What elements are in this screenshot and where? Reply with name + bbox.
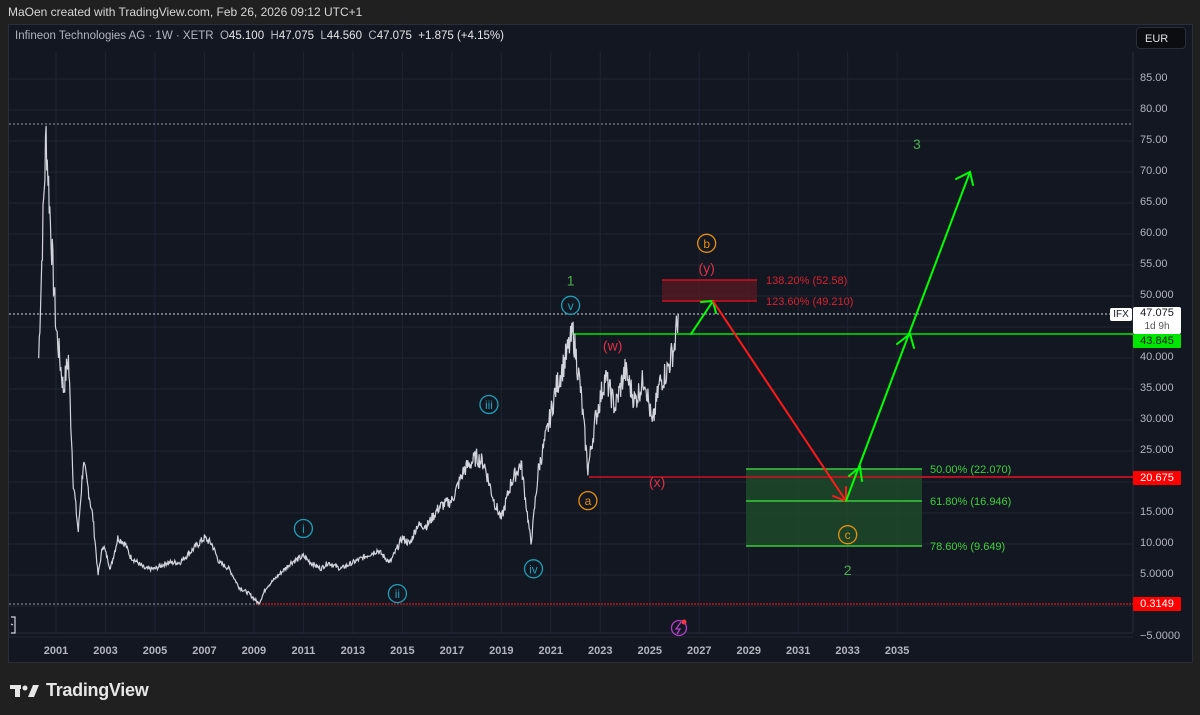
svg-text:v: v [568,299,574,313]
price-axis-tick: 55.00 [1140,258,1168,270]
wave-label-b[interactable]: b [697,233,717,253]
symbol-name: Infineon Technologies AG · 1W · XETR [15,30,214,42]
red-level-tag: 20.675 [1133,471,1181,485]
close-value: 47.075 [376,30,412,42]
chart-credit: MaOen created with TradingView.com, Feb … [8,5,363,19]
scroll-to-start-icon[interactable] [10,616,16,634]
price-axis-tick: 25.000 [1140,444,1174,456]
svg-text:iii: iii [485,398,493,412]
bar-countdown: 1d 9h [1144,321,1170,332]
time-axis-tick: 2029 [736,645,761,657]
wave-label-ii[interactable]: ii [387,583,408,604]
svg-text:i: i [302,522,305,536]
wave-label-a[interactable]: a [578,490,598,511]
time-axis-tick: 2003 [93,645,118,657]
svg-text:123.60% (49.210): 123.60% (49.210) [766,296,853,308]
time-axis-tick: 2031 [785,645,811,657]
time-axis-tick: 2017 [439,645,465,657]
wave-label-w[interactable]: (w) [603,338,622,354]
svg-text:138.20% (52.58): 138.20% (52.58) [766,275,847,287]
wave-label-iv[interactable]: iv [523,559,544,579]
low-level-tag: 0.3149 [1133,597,1181,611]
currency-button[interactable]: EUR [1136,27,1186,49]
price-axis-tick: 40.000 [1140,351,1174,363]
svg-text:iv: iv [529,562,538,576]
current-price-tag: 47.075 1d 9h [1133,307,1181,334]
svg-text:b: b [703,237,710,251]
svg-text:50.00% (22.070): 50.00% (22.070) [930,464,1011,476]
red-fib-zone: 138.20% (52.58) 123.60% (49.210) [662,275,853,308]
wave-label-y[interactable]: (y) [698,260,714,276]
high-value: 47.075 [278,30,314,42]
price-axis-tick: 30.000 [1140,413,1174,425]
symbol-legend: Infineon Technologies AG · 1W · XETR O45… [15,30,504,42]
time-axis-tick: 2001 [43,645,69,657]
tradingview-logo[interactable]: TradingView [10,680,149,701]
svg-text:78.60% (9.649): 78.60% (9.649) [930,541,1005,553]
projection-arrows [690,170,974,503]
wave-label-i[interactable]: i [293,518,314,539]
svg-text:2: 2 [844,562,852,578]
svg-text:3: 3 [913,136,921,152]
svg-text:(w): (w) [603,338,622,354]
time-axis-tick: 2007 [192,645,217,657]
time-axis-tick: 2033 [835,645,860,657]
time-axis-tick: 2009 [241,645,267,657]
price-axis-tick: 10.000 [1140,537,1174,549]
wave-label-c[interactable]: c [838,525,858,545]
price-axis-tick: 70.00 [1140,165,1168,177]
ticker-label: IFX [1110,308,1132,321]
alert-bolt-icon[interactable] [670,619,688,637]
svg-text:61.80% (16.946): 61.80% (16.946) [930,496,1011,508]
time-axis-tick: 2005 [142,645,168,657]
price-axis-tick: 5.0000 [1140,568,1174,580]
price-axis-tick: −5.0000 [1140,630,1181,642]
green-level-tag: 43.845 [1133,334,1181,348]
wave-label-iii[interactable]: iii [479,394,499,415]
price-axis-tick: 65.00 [1140,196,1168,208]
wave-label-v[interactable]: v [560,295,581,315]
svg-text:(x): (x) [649,474,665,490]
low-value: 44.560 [326,30,362,42]
brand-name: TradingView [46,680,149,700]
wave-label-x[interactable]: (x) [649,474,665,490]
time-axis-tick: 2035 [884,645,910,657]
time-axis-tick: 2027 [686,645,712,657]
wave-label-2[interactable]: 2 [844,562,852,578]
svg-text:(y): (y) [698,260,714,276]
price-series [38,125,679,606]
change-value: +1.875 (+4.15%) [418,30,504,42]
price-axis-tick: 80.00 [1140,103,1168,115]
svg-text:c: c [845,528,851,542]
time-axis-tick: 2019 [489,645,514,657]
wave-label-1[interactable]: 1 [567,273,575,289]
svg-text:ii: ii [395,587,400,601]
time-axis-tick: 2015 [390,645,415,657]
time-axis-tick: 2023 [588,645,613,657]
price-axis-tick: 60.00 [1140,227,1168,239]
svg-text:1: 1 [567,273,575,289]
price-axis-tick: 50.000 [1140,289,1174,301]
time-axis-tick: 2021 [538,645,564,657]
wave-label-3[interactable]: 3 [913,136,921,152]
price-axis-tick: 85.00 [1140,72,1168,84]
time-axis-tick: 2011 [291,645,316,657]
price-axis-tick: 35.000 [1140,382,1174,394]
tradingview-logo-icon [10,684,39,697]
price-axis-tick: 75.00 [1140,134,1168,146]
price-axis-tick: 15.000 [1140,506,1174,518]
open-value: 45.100 [228,30,265,42]
time-axis-tick: 2013 [340,645,366,657]
svg-text:a: a [585,494,592,508]
time-axis-tick: 2025 [637,645,662,657]
